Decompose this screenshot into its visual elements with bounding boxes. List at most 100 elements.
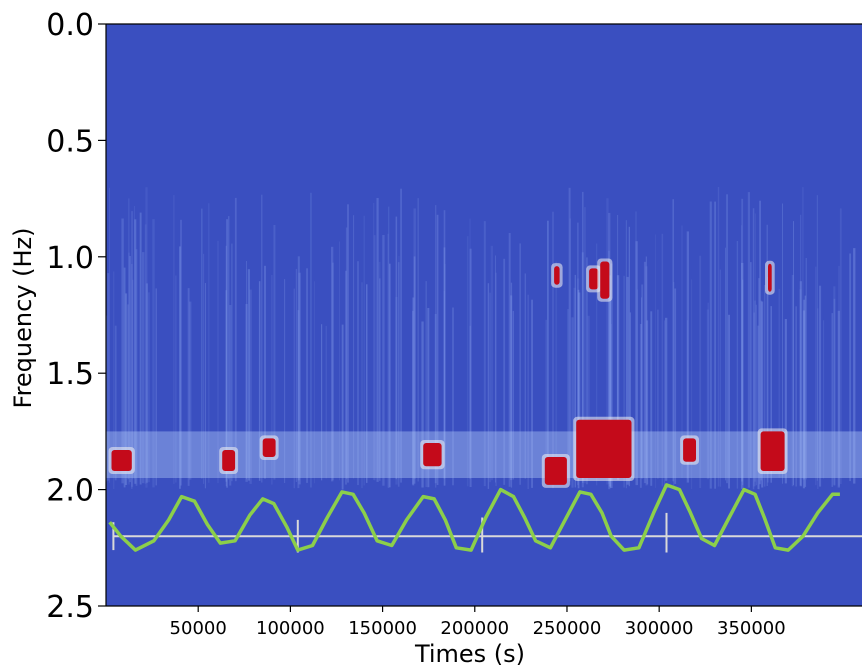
spectral-streak (389, 263, 391, 488)
spectral-streak (831, 313, 834, 487)
spectral-streak (400, 188, 402, 483)
spectral-streak (849, 253, 851, 482)
spectral-streak (363, 215, 365, 486)
x-tick-label: 100000 (256, 618, 325, 639)
spectral-streak (226, 219, 228, 488)
spectral-streak (295, 268, 298, 482)
spectral-streak (623, 275, 625, 488)
spectral-streak (569, 218, 571, 485)
spectral-streak (443, 210, 446, 486)
spectral-streak (397, 262, 400, 487)
spectral-streak (247, 269, 250, 481)
spectral-streak (755, 304, 757, 486)
spectral-streak (489, 292, 492, 483)
hotspot (600, 261, 610, 299)
x-tick-label: 200000 (440, 618, 509, 639)
heatmap-layer (106, 187, 862, 490)
spectral-streak (782, 203, 783, 484)
hotspot (423, 443, 442, 467)
hotspot (683, 438, 696, 462)
spectral-streak (231, 243, 233, 482)
spectral-streak (347, 204, 349, 483)
spectral-streak (725, 247, 726, 481)
spectral-streak (225, 245, 227, 487)
spectral-streak (753, 312, 755, 487)
spectral-streak (173, 195, 175, 484)
spectral-streak (805, 258, 807, 480)
spectral-streak (187, 288, 190, 486)
spectral-streak (573, 287, 576, 480)
spectral-streak (728, 314, 730, 489)
spectral-streak (131, 264, 133, 489)
spectral-streak (147, 292, 150, 483)
spectral-streak (331, 246, 334, 482)
spectral-streak (795, 306, 797, 487)
spectral-streak (436, 214, 439, 486)
spectral-streak (641, 284, 644, 479)
spectral-streak (179, 246, 181, 489)
spectral-streak (574, 274, 576, 488)
spectral-streak (134, 219, 137, 484)
spectral-streak (398, 256, 400, 480)
spectral-streak (264, 265, 266, 479)
spectral-streak (635, 211, 637, 480)
y-tick-label: 1.0 (46, 241, 94, 276)
spectral-streak (123, 267, 126, 488)
spectral-streak (434, 314, 437, 484)
spectral-streak (838, 265, 840, 486)
spectral-streak (803, 299, 805, 480)
spectral-streak (706, 309, 709, 480)
spectral-streak (217, 240, 219, 484)
spectral-streak (611, 323, 612, 481)
spectral-streak (757, 325, 760, 489)
spectral-streak (608, 250, 610, 484)
spectral-streak (637, 289, 639, 485)
y-axis-label: Frequency (Hz) (9, 228, 37, 409)
spectral-streak (635, 241, 638, 486)
spectral-streak (249, 289, 252, 484)
spectral-streak (766, 224, 768, 487)
spectral-streak (113, 271, 115, 489)
spectral-streak (444, 264, 446, 486)
x-tick-label: 150000 (348, 618, 417, 639)
spectral-streak (228, 216, 230, 480)
spectral-streak (204, 283, 206, 489)
spectral-streak (571, 317, 574, 488)
spectral-streak (853, 248, 856, 484)
spectral-streak (469, 248, 472, 487)
spectral-streak (578, 292, 581, 479)
spectral-streak (487, 283, 490, 489)
plot-background (106, 24, 862, 606)
spectral-streak (387, 233, 389, 488)
spectral-streak (129, 256, 131, 483)
y-tick-label: 2.5 (46, 590, 94, 625)
spectral-streak (131, 211, 134, 487)
spectral-streak (189, 301, 192, 480)
spectral-streak (357, 261, 359, 486)
spectral-streak (609, 289, 611, 488)
spectral-streak (793, 221, 794, 485)
spectral-streak (645, 256, 647, 479)
spectral-streak (306, 268, 308, 483)
spectral-streak (823, 320, 825, 479)
spectral-streak (452, 307, 454, 486)
spectral-streak (804, 295, 807, 487)
spectral-streak (576, 278, 580, 479)
x-tick-label: 300000 (625, 618, 694, 639)
spectral-streak (754, 300, 756, 482)
series-line (108, 483, 840, 552)
spectral-streak (443, 247, 446, 479)
spectral-streak (815, 266, 817, 486)
spectral-streak (435, 205, 437, 488)
spectral-streak (293, 288, 295, 489)
spectral-streak (339, 241, 340, 481)
spectral-streak (109, 187, 110, 483)
spectral-streak (778, 288, 781, 478)
spectral-streak (839, 208, 842, 484)
spectral-streak (388, 206, 390, 488)
spectral-streak (271, 275, 273, 485)
spectral-streak (799, 289, 802, 486)
spectral-streak (665, 317, 668, 481)
spectral-streak (413, 208, 416, 479)
spectral-streak (382, 235, 385, 486)
